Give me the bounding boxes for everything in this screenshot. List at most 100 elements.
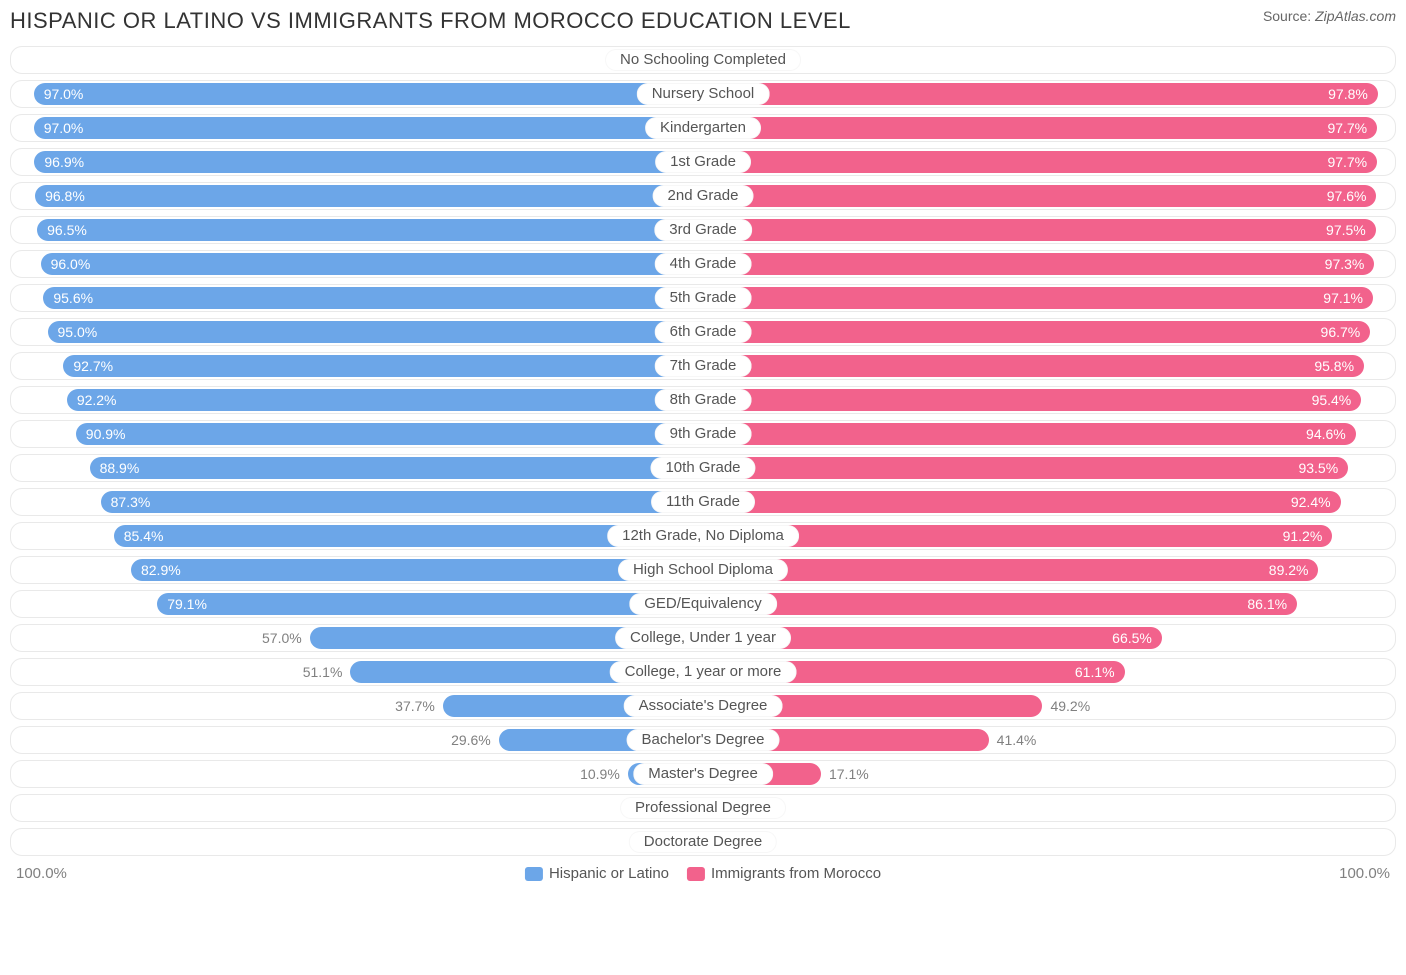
pct-left: 88.9% xyxy=(100,457,140,479)
pct-left: 90.9% xyxy=(86,423,126,445)
bar-left xyxy=(157,593,703,615)
chart-row: 1.3%2.0%Doctorate Degree xyxy=(10,828,1396,856)
pct-right: 96.7% xyxy=(1321,321,1361,343)
pct-left: 92.7% xyxy=(73,355,113,377)
chart-source: Source: ZipAtlas.com xyxy=(1263,8,1396,24)
category-label: GED/Equivalency xyxy=(629,593,777,615)
bar-right xyxy=(703,185,1376,207)
pct-left: 97.0% xyxy=(44,117,84,139)
bar-left xyxy=(43,287,703,309)
pct-left: 29.6% xyxy=(451,729,491,751)
pct-right: 97.1% xyxy=(1323,287,1363,309)
bar-right xyxy=(703,593,1297,615)
category-label: Doctorate Degree xyxy=(629,831,777,853)
pct-right: 92.4% xyxy=(1291,491,1331,513)
category-label: 1st Grade xyxy=(655,151,751,173)
pct-right: 17.1% xyxy=(829,763,869,785)
pct-right: 95.8% xyxy=(1314,355,1354,377)
chart-row: 85.4%91.2%12th Grade, No Diploma xyxy=(10,522,1396,550)
category-label: 6th Grade xyxy=(655,321,752,343)
category-label: Professional Degree xyxy=(620,797,786,819)
pct-left: 97.0% xyxy=(44,83,84,105)
axis-max-right: 100.0% xyxy=(1339,862,1390,886)
chart-row: 92.2%95.4%8th Grade xyxy=(10,386,1396,414)
category-label: High School Diploma xyxy=(618,559,788,581)
category-label: College, 1 year or more xyxy=(610,661,797,683)
bar-right xyxy=(703,423,1356,445)
chart-row: 57.0%66.5%College, Under 1 year xyxy=(10,624,1396,652)
chart-row: 90.9%94.6%9th Grade xyxy=(10,420,1396,448)
category-label: 4th Grade xyxy=(655,253,752,275)
pct-right: 86.1% xyxy=(1247,593,1287,615)
bar-right xyxy=(703,355,1364,377)
category-label: Kindergarten xyxy=(645,117,761,139)
category-label: No Schooling Completed xyxy=(605,49,801,71)
bar-right xyxy=(703,219,1376,241)
pct-left: 96.0% xyxy=(51,253,91,275)
legend-item-left: Hispanic or Latino xyxy=(525,862,669,886)
bar-right xyxy=(703,321,1370,343)
chart-row: 96.8%97.6%2nd Grade xyxy=(10,182,1396,210)
bar-right xyxy=(703,253,1374,275)
category-label: Nursery School xyxy=(637,83,770,105)
chart-row: 37.7%49.2%Associate's Degree xyxy=(10,692,1396,720)
chart-row: 29.6%41.4%Bachelor's Degree xyxy=(10,726,1396,754)
chart-header: HISPANIC OR LATINO VS IMMIGRANTS FROM MO… xyxy=(10,8,1396,34)
chart-row: 92.7% 95.8% 7th Grade xyxy=(10,352,1396,380)
pct-right: 97.5% xyxy=(1326,219,1366,241)
chart-row: 95.0%96.7%6th Grade xyxy=(10,318,1396,346)
bar-right xyxy=(703,83,1378,105)
bar-left xyxy=(34,117,703,139)
category-label: 9th Grade xyxy=(655,423,752,445)
category-label: 2nd Grade xyxy=(653,185,754,207)
category-label: 7th Grade xyxy=(655,355,752,377)
chart-row: 97.0%97.8%Nursery School xyxy=(10,80,1396,108)
category-label: 11th Grade xyxy=(651,491,755,513)
bar-left xyxy=(67,389,703,411)
chart-row: 82.9%89.2%High School Diploma xyxy=(10,556,1396,584)
pct-left: 57.0% xyxy=(262,627,302,649)
pct-right: 89.2% xyxy=(1269,559,1309,581)
bar-right xyxy=(703,287,1373,309)
pct-right: 97.3% xyxy=(1325,253,1365,275)
bar-left xyxy=(37,219,703,241)
legend-label-left: Hispanic or Latino xyxy=(549,862,669,886)
pct-right: 91.2% xyxy=(1283,525,1323,547)
chart-row: 3.2%5.0%Professional Degree xyxy=(10,794,1396,822)
chart-row: 79.1% 86.1% GED/Equivalency xyxy=(10,590,1396,618)
pct-left: 51.1% xyxy=(303,661,343,683)
pct-right: 97.6% xyxy=(1327,185,1367,207)
pct-left: 87.3% xyxy=(111,491,151,513)
bar-right xyxy=(703,117,1377,139)
bar-left xyxy=(63,355,703,377)
bar-left xyxy=(48,321,704,343)
bar-right xyxy=(703,457,1348,479)
bar-right xyxy=(703,491,1341,513)
bar-left xyxy=(34,151,703,173)
chart-row: 3.0%2.3%No Schooling Completed xyxy=(10,46,1396,74)
bar-right xyxy=(703,389,1361,411)
category-label: Associate's Degree xyxy=(624,695,783,717)
chart-title: HISPANIC OR LATINO VS IMMIGRANTS FROM MO… xyxy=(10,8,851,34)
chart-row: 51.1%61.1%College, 1 year or more xyxy=(10,658,1396,686)
source-prefix: Source: xyxy=(1263,8,1315,24)
pct-left: 96.9% xyxy=(44,151,84,173)
bar-left xyxy=(34,83,703,105)
pct-left: 79.1% xyxy=(167,593,207,615)
category-label: Bachelor's Degree xyxy=(627,729,780,751)
category-label: Master's Degree xyxy=(633,763,773,785)
pct-left: 10.9% xyxy=(580,763,620,785)
bar-left xyxy=(41,253,703,275)
legend-item-right: Immigrants from Morocco xyxy=(687,862,881,886)
category-label: 10th Grade xyxy=(650,457,755,479)
bar-left xyxy=(101,491,703,513)
bar-left xyxy=(35,185,703,207)
bar-right xyxy=(703,151,1377,173)
legend-swatch-left xyxy=(525,867,543,881)
pct-right: 97.7% xyxy=(1327,151,1367,173)
bar-left xyxy=(90,457,703,479)
legend-swatch-right xyxy=(687,867,705,881)
chart-row: 96.9% 97.7% 1st Grade xyxy=(10,148,1396,176)
diverging-bar-chart: 3.0%2.3%No Schooling Completed 97.0%97.8%… xyxy=(10,46,1396,856)
pct-left: 85.4% xyxy=(124,525,164,547)
